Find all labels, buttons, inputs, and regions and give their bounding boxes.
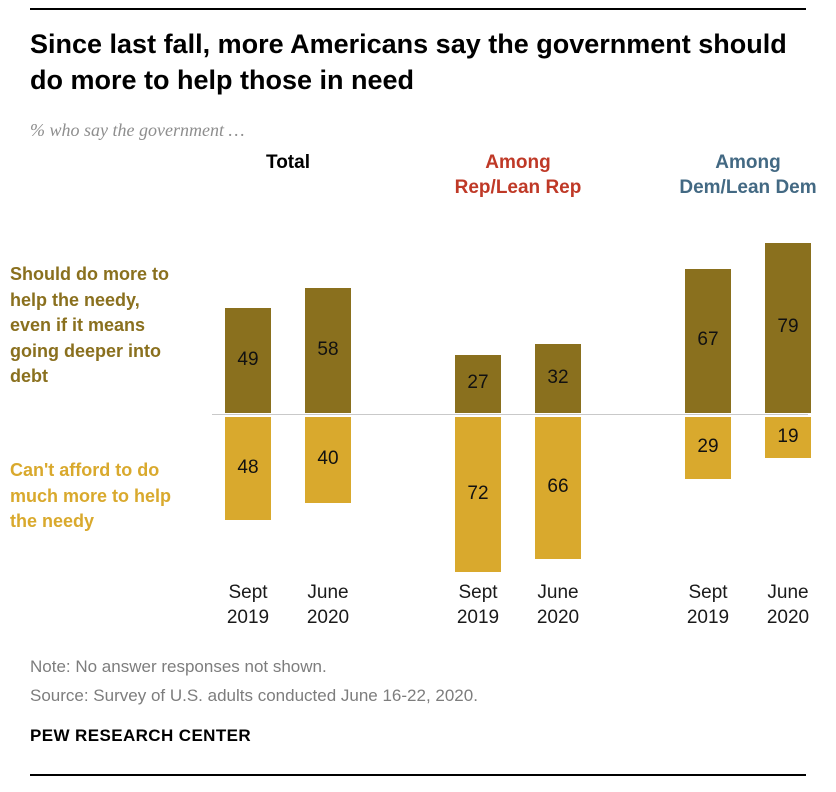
page-title: Since last fall, more Americans say the … — [30, 29, 787, 96]
bottom-rule — [30, 774, 806, 776]
bar-value-cant-afford: 48 — [237, 457, 259, 478]
bar-value-cant-afford: 66 — [547, 476, 569, 497]
tick-label: Sept 2019 — [456, 582, 500, 629]
chart-baseline — [212, 414, 808, 415]
bar-cant-afford — [535, 417, 581, 559]
bar-value-do-more: 67 — [697, 329, 719, 350]
chart-source: Source: Survey of U.S. adults conducted … — [30, 686, 478, 705]
bar-value-cant-afford: 40 — [317, 448, 339, 469]
bar-value-do-more: 58 — [317, 339, 339, 360]
bar-value-do-more: 79 — [777, 316, 799, 337]
bar-value-cant-afford: 72 — [467, 483, 489, 504]
group-header-rep: Among Rep/Lean Rep — [454, 152, 582, 199]
chart-subtitle: % who say the government … — [30, 120, 245, 140]
bar-cant-afford — [685, 417, 731, 479]
series-label-do-more: Should do more to help the needy, even i… — [10, 264, 169, 387]
bar-do-more — [455, 355, 501, 413]
bar-do-more — [765, 243, 811, 413]
bar-cant-afford — [455, 417, 501, 572]
bar-value-cant-afford: 29 — [697, 436, 719, 457]
bar-do-more — [535, 344, 581, 413]
brand-footer: PEW RESEARCH CENTER — [30, 726, 252, 745]
tick-label: June 2020 — [536, 582, 580, 629]
bar-cant-afford — [765, 417, 811, 458]
series-label-cant-afford: Can't afford to do much more to help the… — [10, 460, 172, 532]
bar-value-cant-afford: 19 — [777, 426, 799, 447]
bar-cant-afford — [305, 417, 351, 503]
bar-value-do-more: 49 — [237, 349, 259, 370]
bar-do-more — [305, 288, 351, 413]
bar-value-do-more: 27 — [467, 372, 489, 393]
bar-do-more — [225, 308, 271, 413]
tick-label: Sept 2019 — [226, 582, 270, 629]
tick-label: June 2020 — [306, 582, 350, 629]
bar-cant-afford — [225, 417, 271, 520]
group-header-dem: Among Dem/Lean Dem — [679, 152, 817, 199]
top-rule — [30, 8, 806, 10]
tick-label: June 2020 — [766, 582, 810, 629]
group-header-total: Total — [266, 152, 310, 173]
bar-value-do-more: 32 — [547, 367, 569, 388]
bar-do-more — [685, 269, 731, 413]
chart-note: Note: No answer responses not shown. — [30, 657, 327, 676]
tick-label: Sept 2019 — [686, 582, 730, 629]
